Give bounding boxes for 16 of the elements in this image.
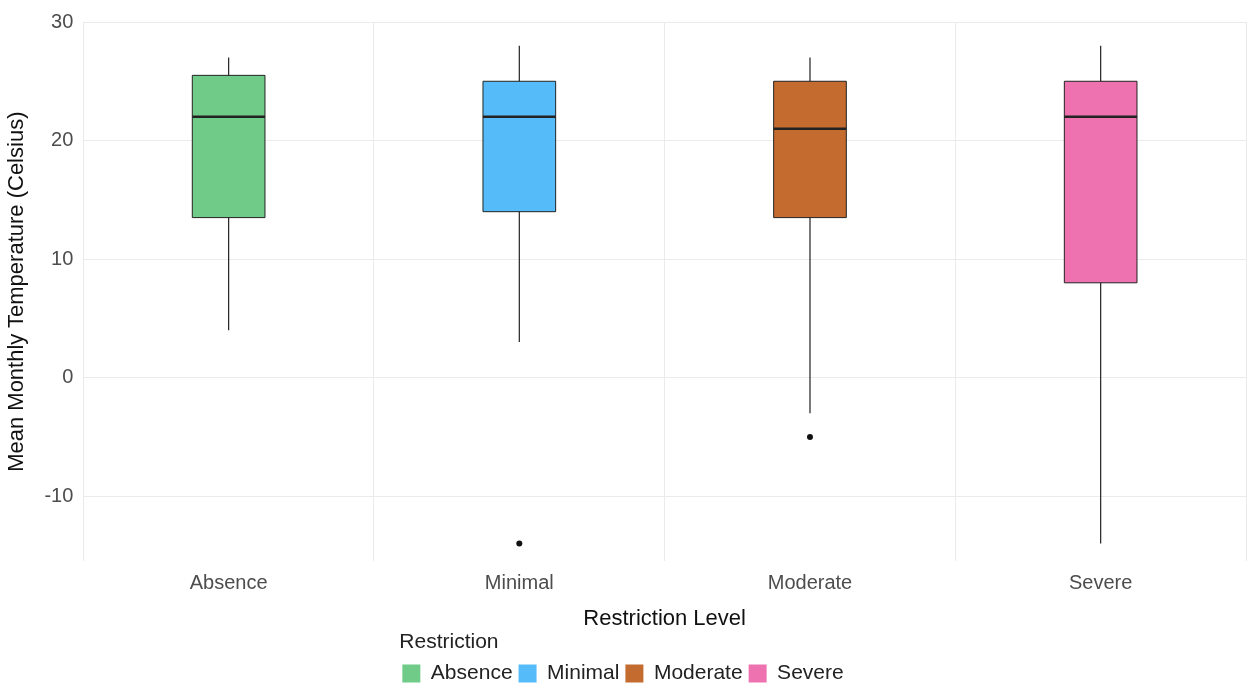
x-tick-label: Severe: [1068, 570, 1133, 593]
legend-label: Severe: [777, 660, 844, 684]
x-tick-label: Moderate: [767, 570, 853, 593]
legend-label: Moderate: [653, 660, 743, 684]
x-tick-label: Absence: [189, 570, 268, 593]
legend-label: Minimal: [547, 660, 620, 684]
y-tick-label: 10: [51, 246, 74, 269]
x-axis-title: Restriction Level: [583, 604, 746, 630]
legend-title: Restriction: [399, 629, 499, 653]
y-tick-label: 0: [62, 365, 74, 388]
y-axis-title: Mean Monthly Temperature (Celsius): [3, 111, 29, 472]
legend-label: Absence: [430, 660, 513, 684]
y-tick-label: 20: [51, 128, 74, 151]
y-tick-label: 30: [51, 9, 74, 32]
y-tick-label: -10: [44, 483, 74, 506]
x-tick-label: Minimal: [484, 570, 554, 593]
